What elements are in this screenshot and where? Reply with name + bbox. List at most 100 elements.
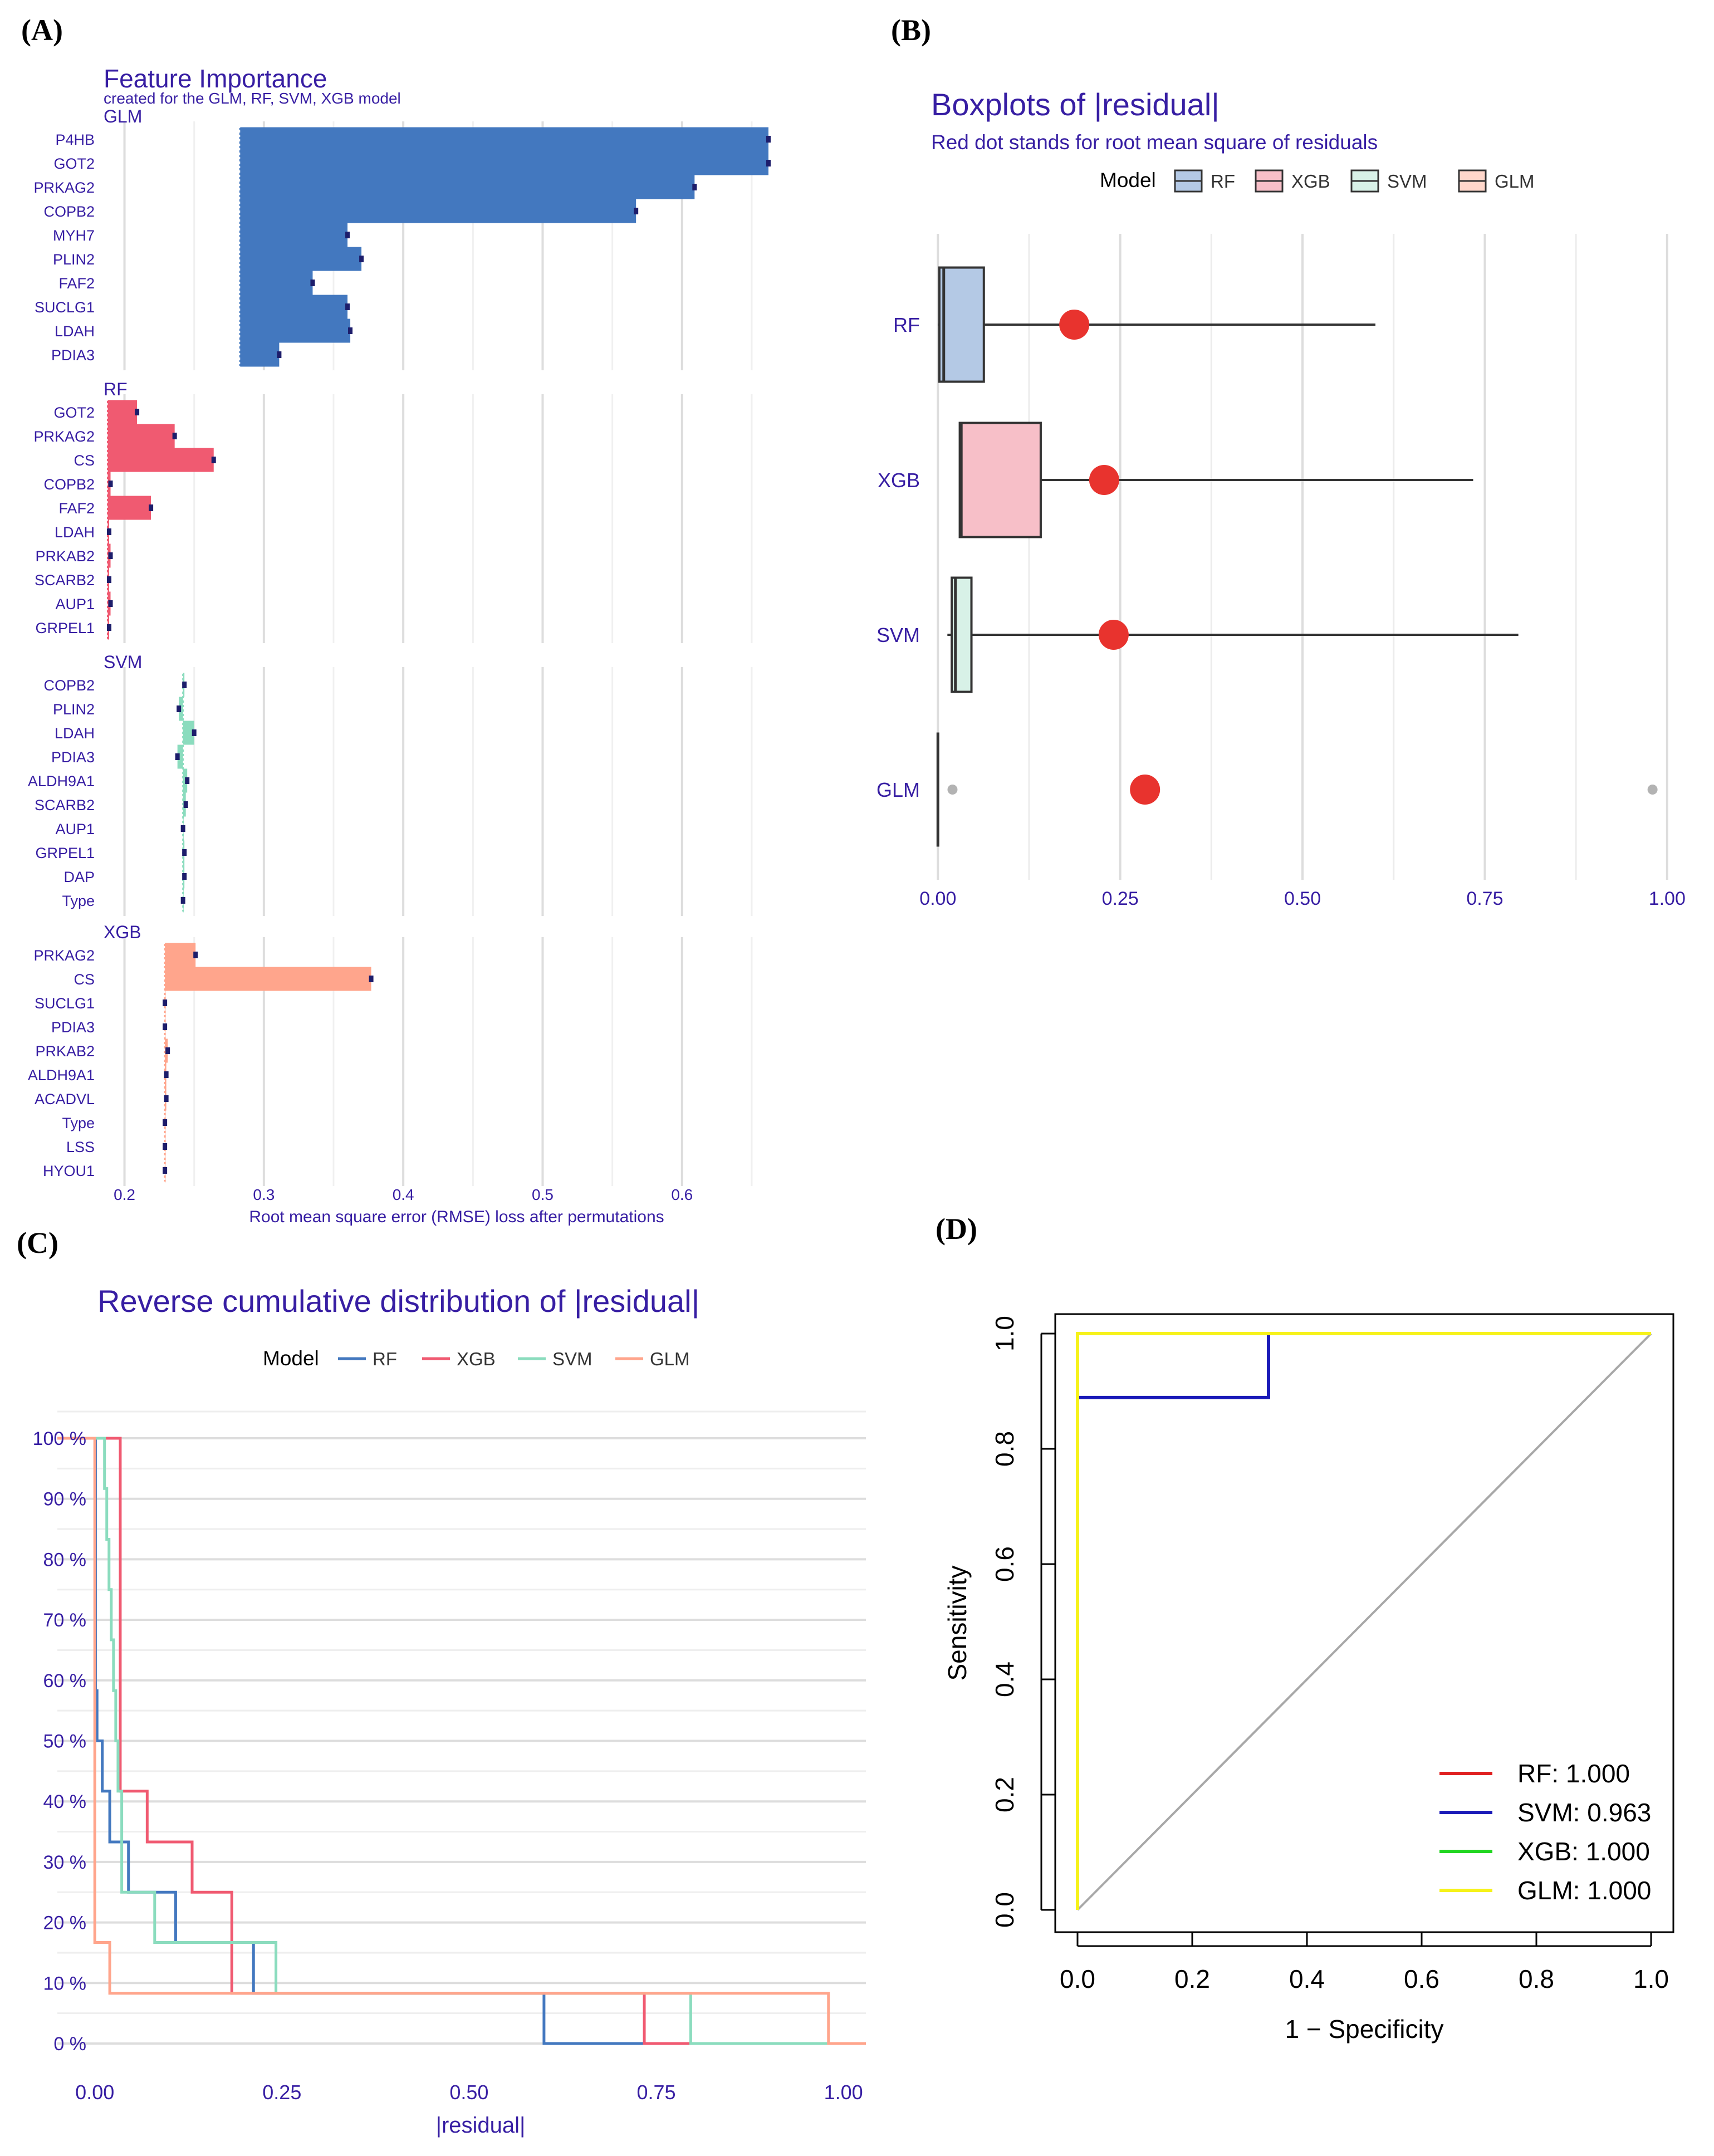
a-bar	[107, 448, 214, 472]
a-x-tick-label: 0.2	[114, 1186, 135, 1203]
a-feature-label: MYH7	[53, 227, 95, 244]
a-bar-dot	[310, 280, 315, 286]
d-legend-label: SVM: 0.963	[1517, 1798, 1651, 1827]
a-x-tick-label: 0.3	[253, 1186, 275, 1203]
a-bar-dot	[163, 1143, 168, 1150]
a-feature-label: LDAH	[55, 323, 95, 340]
d-y-tick-label: 0.0	[990, 1892, 1019, 1928]
d-y-tick-label: 0.2	[990, 1777, 1019, 1812]
a-bar-dot	[163, 999, 168, 1006]
a-feature-label: GOT2	[53, 155, 95, 172]
b-legend-title: Model	[1100, 169, 1156, 192]
a-bar-dot	[107, 576, 112, 583]
a-bar-dot	[692, 184, 697, 190]
a-feature-label: PRKAG2	[33, 179, 95, 196]
a-feature-label: ALDH9A1	[28, 1067, 95, 1084]
d-x-tick-label: 0.6	[1404, 1964, 1439, 1993]
c-y-axis: 0 % 10 % 20 % 30 % 40 % 50 % 60 % 70 % 80 % 90 % 1…	[33, 1428, 86, 2055]
a-bar-dot	[277, 351, 282, 358]
b-y-tick-label: XGB	[878, 469, 920, 492]
a-bar	[165, 967, 371, 991]
a-feature-label: LDAH	[55, 725, 95, 742]
a-bar-dot	[345, 303, 350, 310]
c-legend-label: XGB	[457, 1349, 496, 1369]
a-facets: GLM P4HB GOT2 PRKAG2 COPB2 MYH7 PLIN2 FAF2 SUCLG…	[28, 106, 771, 1183]
a-feature-label: SUCLG1	[35, 299, 95, 316]
b-gridlines	[937, 234, 1668, 880]
a-feature-label: PDIA3	[51, 1019, 95, 1036]
c-y-tick-label: 50 %	[43, 1731, 87, 1752]
b-boxes	[936, 266, 1658, 847]
a-bar-dot	[766, 136, 771, 143]
a-bar	[240, 175, 695, 199]
a-bar	[240, 295, 348, 319]
a-feature-label: FAF2	[58, 275, 95, 292]
feature-importance-subtitle: created for the GLM, RF, SVM, XGB model	[104, 90, 401, 107]
panel-label-c: (C)	[17, 1226, 58, 1260]
d-x-tick-label: 1.0	[1633, 1964, 1669, 1993]
a-feature-label: CS	[74, 452, 95, 469]
boxplot-title: Boxplots of |residual|	[931, 87, 1220, 122]
a-feature-label: COPB2	[43, 476, 95, 493]
a-x-tick-label: 0.4	[393, 1186, 414, 1203]
a-bar-dot	[359, 256, 364, 262]
d-y-tick-label: 1.0	[990, 1316, 1019, 1351]
panel-a: Feature Importance created for the GLM, …	[28, 64, 771, 1226]
b-y-axis: RF XGB SVM GLM	[876, 313, 920, 801]
c-legend: RF XGB SVM GLM	[338, 1349, 690, 1369]
d-roc-curves	[1076, 1332, 1652, 1911]
c-line-glm	[57, 1437, 866, 2045]
b-legend-label: XGB	[1291, 171, 1330, 192]
feature-importance-title: Feature Importance	[104, 64, 327, 93]
a-feature-label: COPB2	[43, 677, 95, 694]
c-y-tick-label: 30 %	[43, 1852, 87, 1873]
a-bar-dot	[180, 825, 185, 832]
cdf-title: Reverse cumulative distribution of |resi…	[97, 1283, 699, 1319]
d-x-axis-label: 1 − Specificity	[1285, 2015, 1443, 2044]
d-x-tick-label: 0.8	[1519, 1964, 1554, 1993]
a-feature-label: CS	[74, 971, 95, 988]
a-feature-label: PDIA3	[51, 749, 95, 766]
a-feature-label: ALDH9A1	[28, 773, 95, 790]
a-feature-label: GRPEL1	[35, 845, 95, 861]
c-y-tick-label: 60 %	[43, 1670, 87, 1692]
a-bar	[240, 318, 351, 343]
a-feature-label: PLIN2	[53, 701, 95, 718]
b-y-tick-label: SVM	[876, 624, 920, 646]
a-bar-dot	[183, 801, 188, 808]
a-feature-label: FAF2	[58, 500, 95, 517]
a-facet-label: XGB	[104, 922, 141, 942]
c-y-tick-label: 80 %	[43, 1549, 87, 1570]
a-bar-dot	[182, 849, 187, 856]
b-legend: RF XGB SVM GLM	[1174, 169, 1535, 193]
c-y-tick-label: 90 %	[43, 1489, 87, 1510]
b-box	[958, 422, 1042, 538]
a-bar-dot	[163, 1167, 168, 1174]
a-facet-label: SVM	[104, 652, 142, 672]
a-bar-dot	[634, 208, 639, 214]
d-legend-label: RF: 1.000	[1517, 1759, 1630, 1788]
a-bar	[177, 744, 183, 769]
a-x-axis-label: Root mean square error (RMSE) loss after…	[249, 1208, 664, 1226]
a-feature-label: SCARB2	[35, 572, 95, 589]
b-box	[938, 266, 985, 383]
a-feature-label: P4HB	[55, 131, 95, 148]
a-bar	[240, 271, 313, 295]
a-bar-dot	[369, 976, 374, 982]
panel-d: 0.0 0.2 0.4 0.6 0.8 1.0 0.0 0.2 0.4 0.6 0.8 1.0 1 …	[943, 1313, 1674, 2044]
a-feature-label: PRKAG2	[33, 428, 95, 445]
b-rmse-dot	[1059, 310, 1090, 340]
b-outlier	[947, 785, 958, 795]
a-bar-dot	[766, 160, 771, 166]
a-bar	[240, 199, 636, 223]
a-bar-dot	[164, 1095, 169, 1102]
a-feature-label: PLIN2	[53, 251, 95, 268]
b-x-tick-label: 0.00	[919, 888, 956, 909]
d-y-tick-label: 0.8	[990, 1431, 1019, 1467]
a-feature-label: Type	[62, 1115, 95, 1131]
c-y-tick-label: 70 %	[43, 1610, 87, 1631]
c-x-tick-label: 0.75	[637, 2081, 676, 2104]
a-x-tick-label: 0.6	[671, 1186, 693, 1203]
b-rmse-dot	[1089, 465, 1119, 495]
a-x-axis: 0.2 0.3 0.4 0.5 0.6	[114, 1186, 693, 1203]
